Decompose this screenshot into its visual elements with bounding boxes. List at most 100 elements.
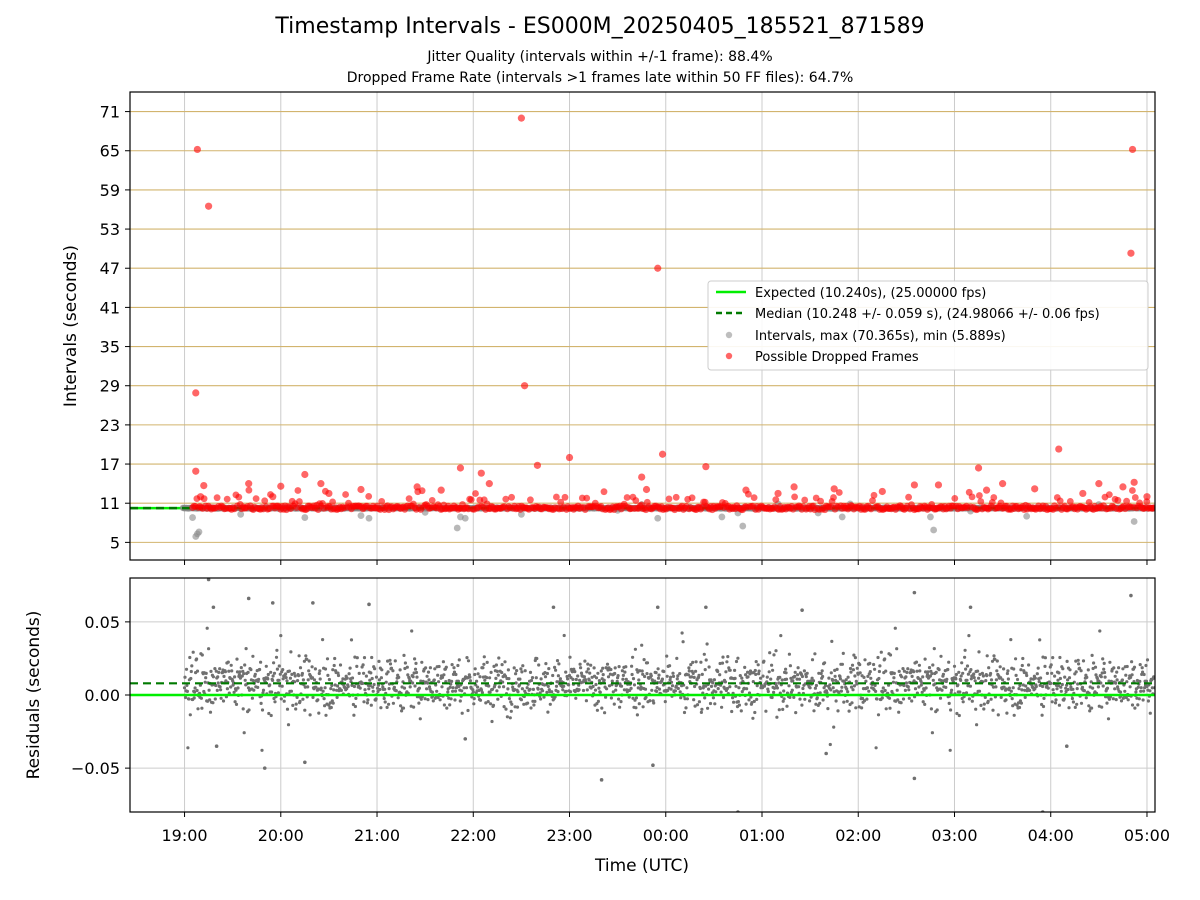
residual-point: [958, 690, 962, 694]
residual-point: [494, 663, 498, 667]
residual-point: [1006, 677, 1011, 681]
residual-point: [1001, 678, 1005, 682]
residual-point: [670, 684, 675, 688]
residual-point: [1142, 672, 1146, 677]
residual-point: [901, 667, 905, 671]
residual-point: [184, 667, 189, 671]
residual-point: [1085, 675, 1089, 680]
residual-point: [186, 746, 190, 750]
residual-point: [387, 702, 391, 706]
residual-point: [994, 678, 999, 682]
residual-point: [321, 689, 325, 693]
residual-point: [213, 667, 217, 671]
residual-point: [367, 602, 371, 607]
dropped-frame-point: [951, 495, 959, 502]
residual-point: [257, 677, 261, 681]
residual-point: [388, 662, 393, 666]
residual-point: [982, 702, 986, 706]
residual-point: [535, 656, 539, 661]
residual-point: [266, 672, 270, 677]
residual-point: [1144, 663, 1148, 668]
residual-point: [645, 661, 650, 665]
residual-point: [972, 672, 976, 676]
residual-point: [974, 707, 978, 711]
residual-point: [372, 682, 376, 687]
residual-point: [267, 711, 271, 716]
residual-point: [949, 708, 953, 712]
residual-point: [551, 605, 556, 610]
residual-point: [1023, 688, 1027, 692]
residual-point: [692, 698, 696, 702]
residual-point: [598, 690, 602, 694]
residual-point: [367, 687, 371, 691]
residual-point: [1143, 686, 1147, 690]
residual-point: [414, 661, 418, 666]
residual-point: [545, 671, 550, 676]
residual-point: [746, 670, 750, 674]
residual-point: [400, 709, 404, 713]
residual-point: [1021, 683, 1025, 687]
residual-point: [620, 669, 625, 673]
residual-point: [924, 670, 928, 674]
residual-point: [1049, 681, 1053, 686]
residual-point: [417, 686, 421, 690]
dropped-frame-point: [405, 495, 413, 502]
residual-point: [948, 748, 952, 752]
residual-point: [676, 674, 680, 678]
residual-point: [408, 685, 412, 689]
residual-point: [1137, 697, 1141, 701]
intervals-y-tick-label: 59: [100, 181, 120, 200]
residual-point: [285, 679, 289, 683]
residual-point: [376, 689, 380, 694]
residual-point: [440, 675, 445, 680]
residual-point: [970, 699, 974, 703]
residual-point: [1118, 690, 1123, 694]
residual-point: [772, 690, 776, 695]
residual-point: [353, 704, 357, 709]
residual-point: [229, 663, 233, 667]
residual-point: [574, 696, 578, 700]
dropped-frame-point: [223, 495, 231, 503]
interval-point: [654, 514, 662, 522]
residual-point: [1128, 685, 1132, 689]
residual-point: [784, 677, 789, 681]
residual-point: [638, 669, 642, 673]
residual-point: [1066, 687, 1070, 692]
residual-point: [946, 667, 950, 672]
residual-point: [1102, 667, 1106, 671]
residual-point: [736, 700, 741, 704]
residual-point: [306, 685, 310, 689]
residual-point: [1121, 696, 1125, 700]
interval-point: [357, 512, 365, 520]
residual-point: [384, 680, 388, 684]
residual-point: [570, 670, 575, 674]
residual-point: [737, 703, 742, 707]
residual-point: [630, 664, 634, 668]
residual-point: [1092, 661, 1096, 665]
residual-point: [556, 674, 561, 678]
residual-point: [268, 683, 272, 687]
residual-point: [528, 687, 532, 691]
chart-subtitle-dropped: Dropped Frame Rate (intervals >1 frames …: [346, 70, 854, 86]
residual-point: [1061, 667, 1065, 671]
residual-point: [907, 688, 911, 692]
residual-point: [858, 663, 862, 667]
residual-point: [644, 695, 648, 699]
residual-point: [967, 697, 972, 701]
residual-point: [739, 709, 743, 713]
residual-point: [453, 698, 457, 702]
residual-point: [793, 674, 797, 679]
residual-point: [719, 690, 723, 694]
residual-point: [1082, 689, 1086, 693]
interval-point: [1023, 512, 1031, 520]
residual-point: [203, 680, 207, 684]
residual-point: [355, 664, 359, 669]
residual-point: [419, 697, 423, 701]
residual-point: [264, 664, 268, 668]
residual-point: [841, 651, 845, 656]
residual-point: [346, 684, 350, 689]
residual-point: [912, 776, 917, 781]
residual-point: [258, 667, 262, 672]
residual-point: [643, 674, 647, 679]
residual-point: [926, 670, 930, 674]
